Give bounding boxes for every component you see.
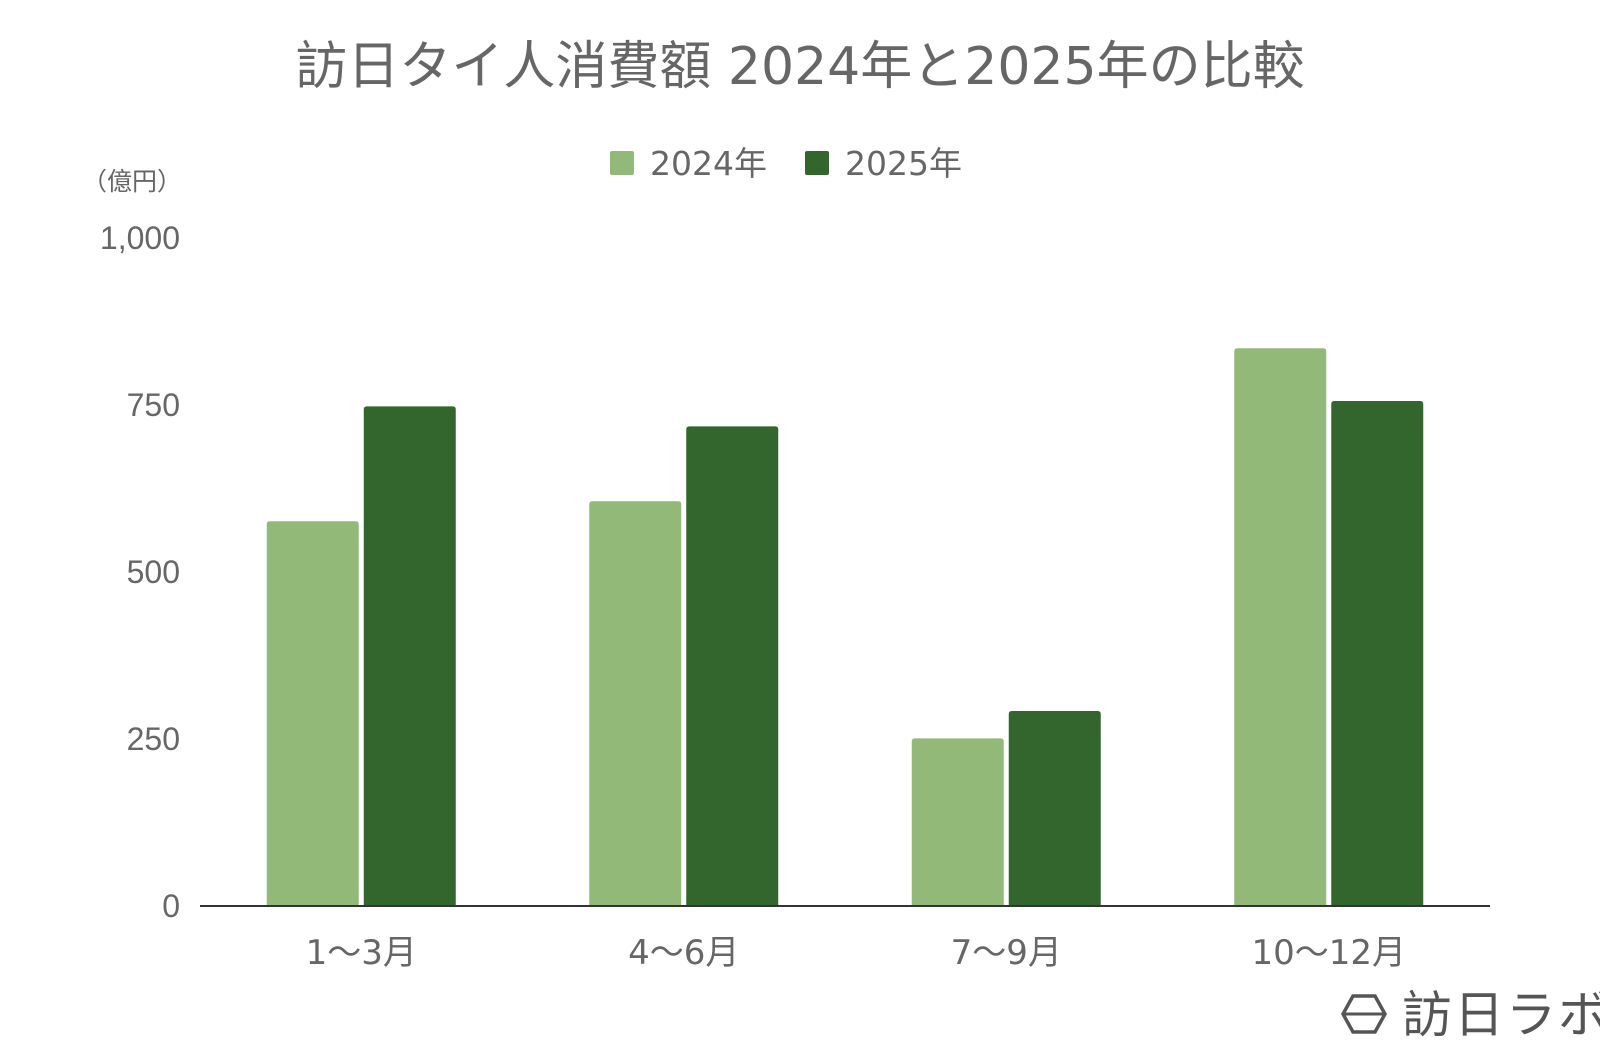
x-tick-label: 1～3月 [306, 933, 417, 973]
bar-2024-4 [1234, 348, 1327, 907]
brand-name: 訪日ラボ [1402, 986, 1600, 1044]
bar-2025-3 [1008, 710, 1101, 906]
x-tick-label: 7～9月 [951, 933, 1062, 973]
legend-swatch [805, 151, 829, 175]
y-tick-label: 0 [162, 888, 180, 924]
bars [266, 348, 1424, 907]
bar-2025-4 [1331, 400, 1424, 906]
y-axis-unit-label: （億円） [82, 167, 182, 196]
y-tick-label: 500 [127, 554, 180, 590]
bar-2025-2 [686, 426, 779, 906]
x-tick-label: 10～12月 [1251, 933, 1406, 973]
y-tick-label: 1,000 [100, 220, 180, 256]
bar-2024-3 [911, 738, 1004, 906]
bar-2024-1 [266, 521, 359, 906]
chart-title: 訪日タイ人消費額 2024年と2025年の比較 [295, 37, 1304, 97]
brand-logo: 訪日ラボ [1340, 986, 1600, 1044]
bar-2024-2 [589, 501, 682, 906]
bar-2025-1 [363, 406, 456, 906]
y-tick-label: 250 [127, 721, 180, 757]
x-axis-ticks: 1～3月 4～6月 7～9月 10～12月 [306, 933, 1406, 973]
y-axis-ticks: 0 250 500 750 1,000 [100, 220, 180, 924]
y-tick-label: 750 [127, 387, 180, 423]
legend-label: 2025年 [845, 144, 962, 183]
legend: 2024年 2025年 [610, 144, 962, 183]
x-tick-label: 4～6月 [628, 933, 739, 973]
legend-swatch [610, 151, 634, 175]
hexagon-logo-icon [1340, 994, 1388, 1034]
legend-label: 2024年 [650, 144, 767, 183]
